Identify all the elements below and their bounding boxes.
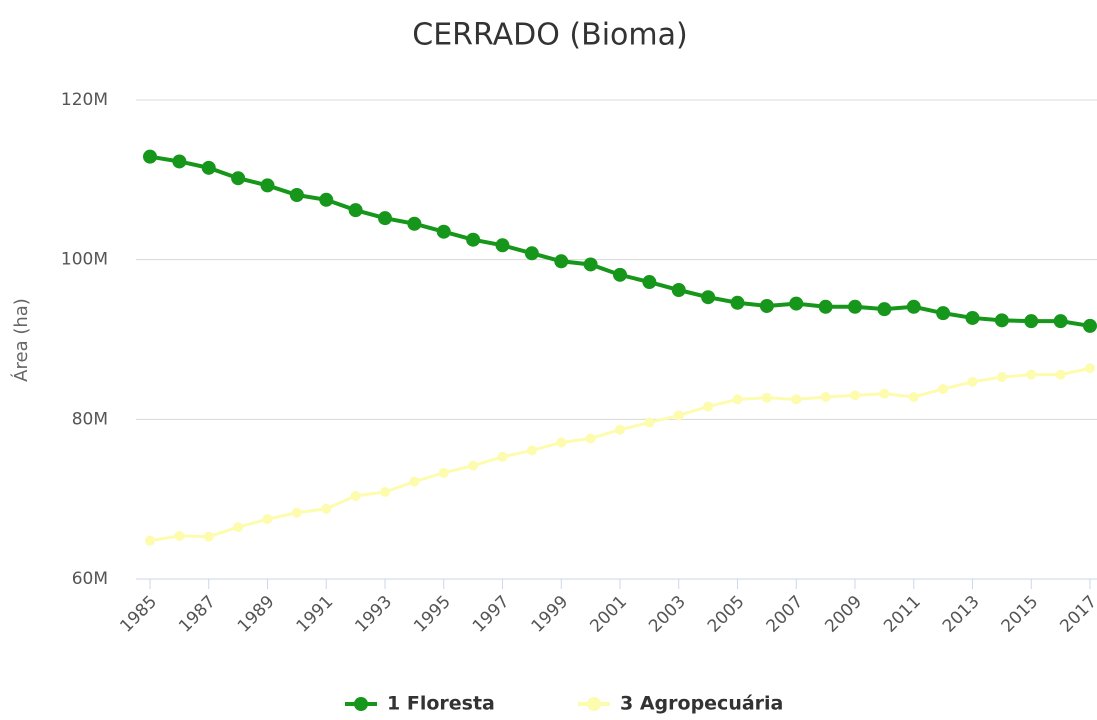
data-point [289,188,304,203]
data-point [407,216,422,231]
data-point [233,522,244,533]
data-point [967,376,978,387]
data-point [350,490,361,501]
data-point [143,149,157,164]
data-point [701,290,716,305]
data-point [996,372,1007,383]
data-point [1026,369,1037,380]
legend-marker [354,697,368,711]
data-point [908,391,919,402]
data-point [730,295,745,310]
data-point [965,310,980,325]
x-tick-label: 1993 [351,592,396,637]
data-point [1085,363,1095,374]
x-tick-label: 2001 [586,592,631,637]
data-point [938,383,949,394]
data-point [1083,318,1097,333]
series-line [149,366,1091,543]
data-point [380,486,390,497]
data-point [260,178,275,193]
data-point [703,401,714,412]
data-point [583,257,598,272]
data-point [820,391,831,402]
chart-title: CERRADO (Bioma) [412,18,687,53]
legend-label: 1 Floresta [387,693,495,715]
data-point [642,275,657,290]
data-point [644,417,655,428]
y-tick-label: 80M [72,409,108,429]
legend-marker [587,697,601,711]
data-point [613,267,627,282]
data-point [203,531,214,542]
data-point [262,514,273,525]
x-tick-label: 1995 [410,592,455,637]
data-point [994,313,1009,328]
x-tick-label: 2007 [763,592,808,637]
data-point [495,238,510,253]
data-point [585,433,596,444]
y-tick-label: 60M [72,569,108,589]
series-line [149,154,1091,328]
x-tick-label: 2011 [880,592,925,637]
data-point [468,460,479,471]
data-point [145,535,155,546]
data-point [759,298,774,313]
data-point [174,530,185,541]
x-tick-label: 2013 [939,592,984,637]
x-tick-label: 2005 [704,592,749,637]
data-point [172,154,187,169]
data-point [466,232,481,247]
data-point [319,192,334,207]
data-point [671,283,686,298]
data-point [1053,314,1068,329]
data-point [1024,314,1039,329]
data-point [201,160,216,175]
data-point [850,390,860,401]
data-point [524,246,539,261]
data-point [526,445,537,456]
x-tick-label: 1989 [234,592,279,637]
x-tick-label: 2017 [1056,592,1097,637]
y-tick-label: 120M [61,90,108,110]
data-point [438,467,449,478]
data-point [789,296,804,311]
x-tick-label: 1999 [528,592,573,637]
data-point [378,211,392,226]
data-point [818,299,833,314]
x-tick-label: 1985 [116,592,161,637]
data-point [291,507,302,518]
x-tick-label: 2009 [821,592,866,637]
data-point [848,299,862,314]
data-point [231,171,246,186]
data-point [436,224,451,239]
data-point [554,254,569,269]
legend-label: 3 Agropecuária [620,693,783,715]
data-point [906,299,921,314]
x-tick-label: 1987 [175,592,220,637]
data-point [761,392,772,403]
data-point [497,451,508,462]
data-point [1055,369,1066,380]
x-tick-label: 2015 [998,592,1043,637]
data-point [877,302,892,317]
data-point [615,424,625,435]
data-point [673,410,684,421]
x-tick-label: 1997 [469,592,514,637]
data-point [879,388,890,399]
y-tick-label: 100M [61,250,108,270]
x-tick-label: 1991 [293,592,338,637]
y-axis-label: Área (ha) [10,298,32,382]
data-point [791,394,802,405]
data-point [409,476,420,487]
data-point [936,306,951,321]
data-point [348,203,363,218]
x-tick-label: 2003 [645,592,690,637]
data-point [556,437,567,448]
data-point [732,394,743,405]
data-point [321,503,332,514]
